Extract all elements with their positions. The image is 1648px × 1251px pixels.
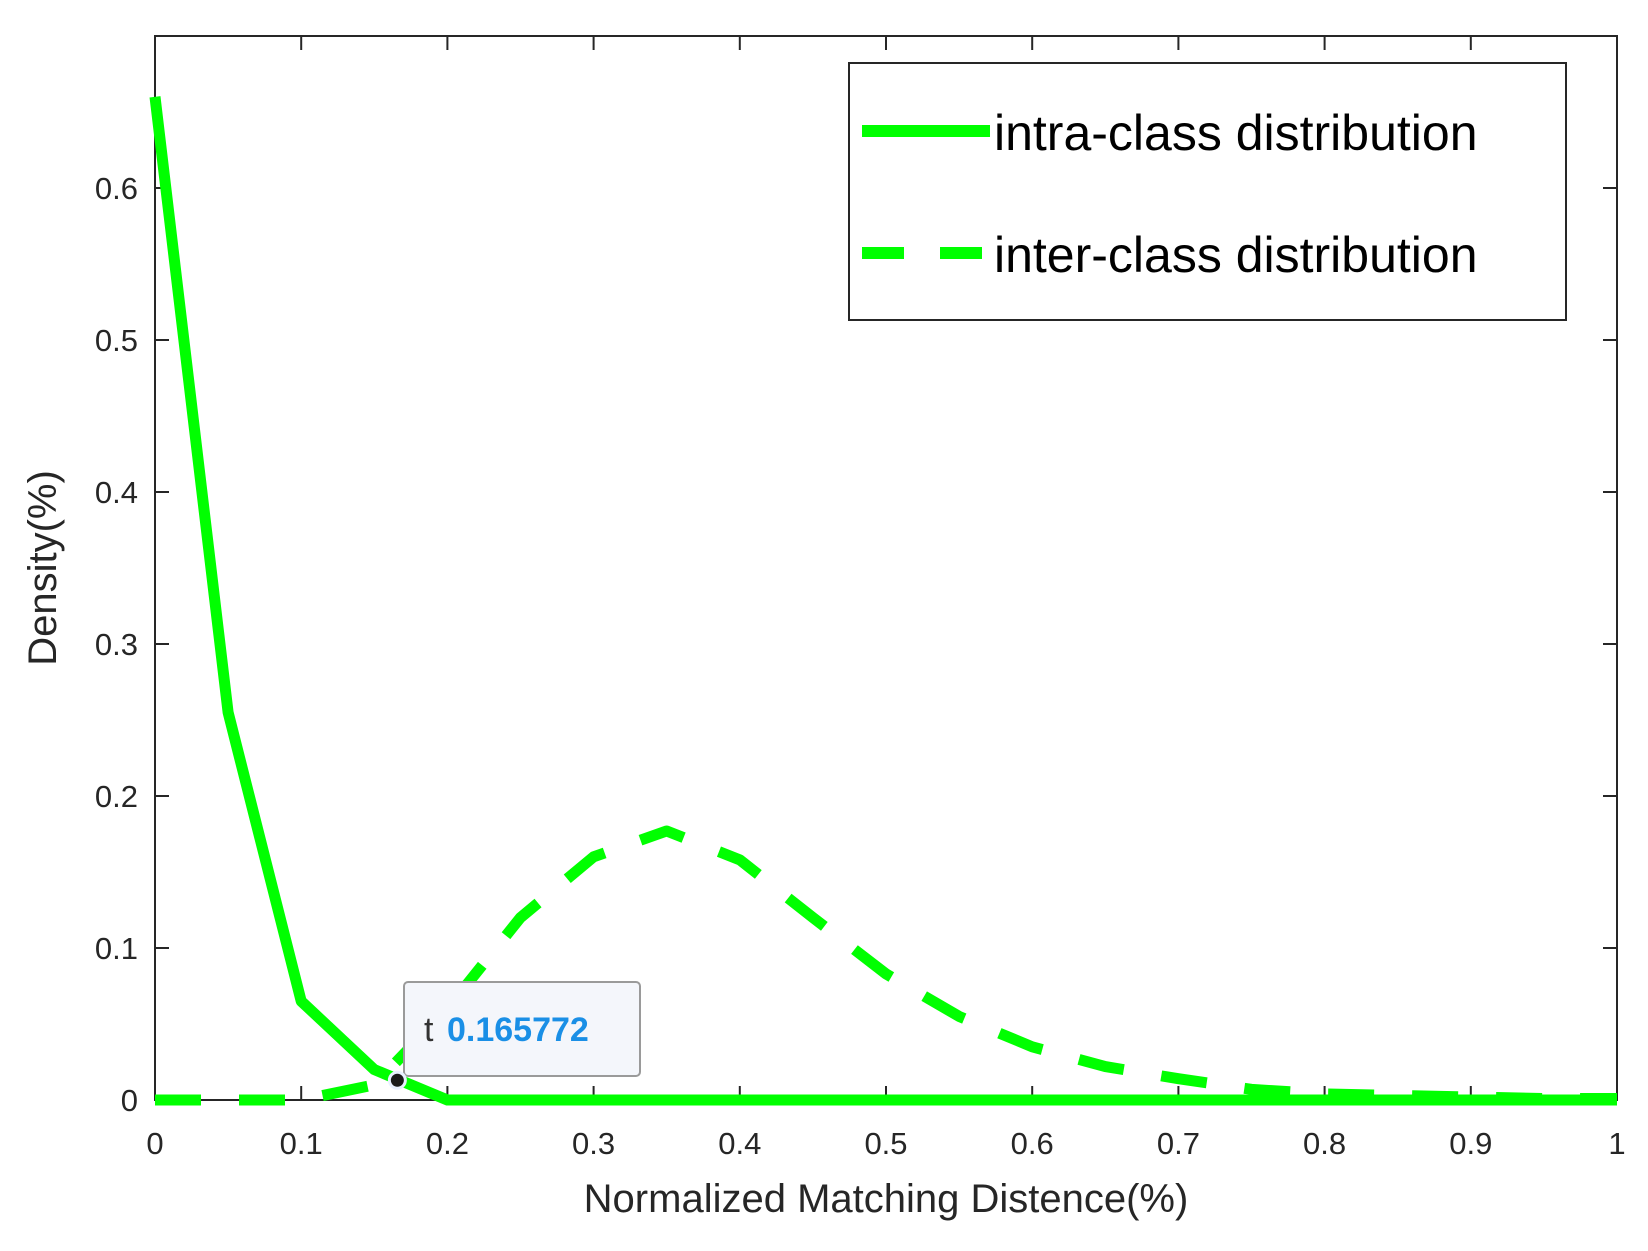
x-tick-label: 0.7 (1157, 1126, 1200, 1161)
inter-class-line (155, 825, 1617, 1106)
y-tick-label: 0.2 (95, 779, 138, 814)
legend-box (848, 62, 1567, 321)
y-tick-label: 0 (121, 1083, 138, 1118)
legend-label-intra: intra-class distribution (994, 105, 1478, 161)
y-tick-label: 0.5 (95, 323, 138, 358)
legend: intra-class distribution inter-class dis… (848, 62, 1567, 321)
x-tick-label: 0.3 (572, 1126, 615, 1161)
x-tick-label: 0.9 (1449, 1126, 1492, 1161)
x-tick-label: 0.1 (280, 1126, 323, 1161)
x-axis-title: Normalized Matching Distence(%) (584, 1177, 1189, 1221)
datatip-label: t (424, 1011, 434, 1049)
x-tick-label: 0.6 (1011, 1126, 1054, 1161)
x-tick-label: 0.2 (426, 1126, 469, 1161)
x-tick-label: 0.8 (1303, 1126, 1346, 1161)
y-tick-label: 0.6 (95, 171, 138, 206)
y-axis-ticks: 0 0.1 0.2 0.3 0.4 0.5 0.6 (95, 171, 1617, 1118)
y-tick-label: 0.4 (95, 475, 138, 510)
datatip[interactable]: t 0.165772 (387, 981, 641, 1090)
x-tick-label: 0 (146, 1126, 163, 1161)
y-tick-label: 0.1 (95, 931, 138, 966)
x-tick-label: 1 (1608, 1126, 1625, 1161)
y-axis-title: Density(%) (21, 470, 65, 666)
datatip-value: 0.165772 (447, 1011, 589, 1049)
x-tick-label: 0.4 (718, 1126, 761, 1161)
datatip-box (403, 981, 641, 1077)
x-tick-label: 0.5 (864, 1126, 907, 1161)
legend-label-inter: inter-class distribution (994, 227, 1478, 283)
datatip-marker (387, 1070, 407, 1090)
y-tick-label: 0.3 (95, 627, 138, 662)
x-axis-ticks: 0 0.1 0.2 0.3 0.4 0.5 0.6 0.7 0.8 0.9 1 (146, 36, 1626, 1161)
